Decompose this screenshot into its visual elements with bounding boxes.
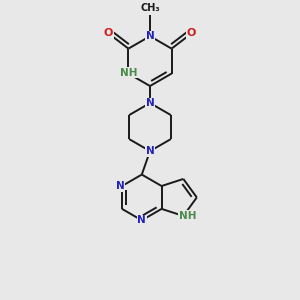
Text: O: O	[187, 28, 196, 38]
Text: N: N	[146, 31, 154, 41]
Text: N: N	[116, 181, 125, 191]
Text: NH: NH	[179, 211, 196, 221]
Text: CH₃: CH₃	[140, 3, 160, 13]
Text: NH: NH	[120, 68, 137, 78]
Text: N: N	[137, 215, 146, 225]
Text: O: O	[104, 28, 113, 38]
Text: N: N	[146, 98, 154, 108]
Text: N: N	[146, 146, 154, 156]
